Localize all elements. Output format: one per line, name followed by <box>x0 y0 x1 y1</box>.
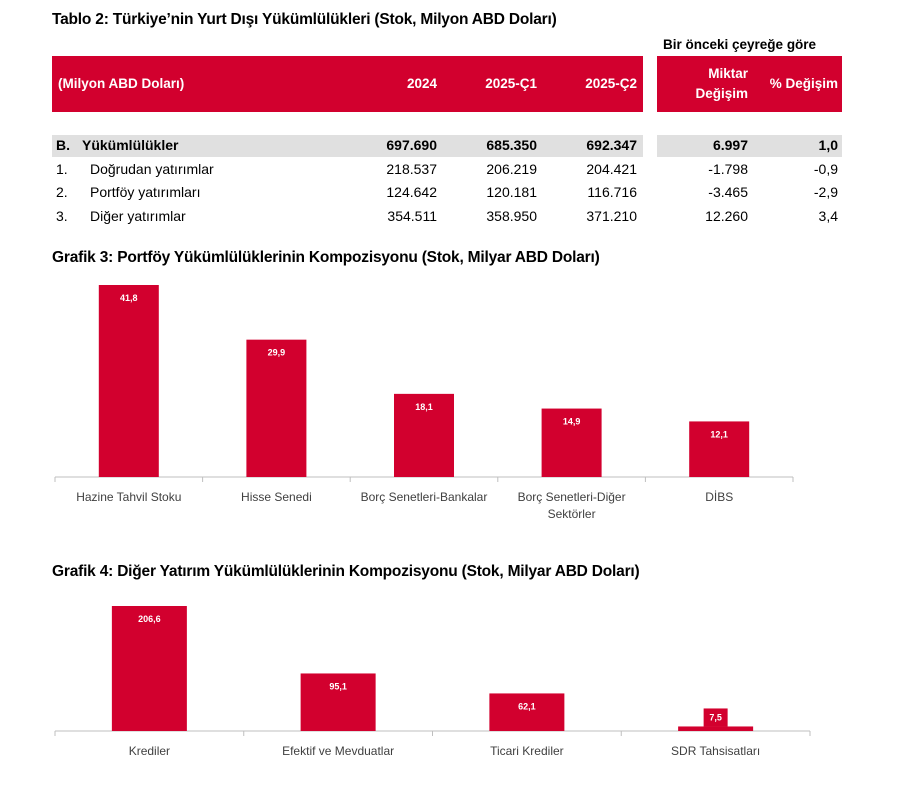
value-label: 41,8 <box>120 293 138 303</box>
row-value: 204.421 <box>586 161 637 177</box>
value-label: 7,5 <box>709 712 722 722</box>
category-label: Hisse Senedi <box>241 490 312 504</box>
value-label: 206,6 <box>138 614 161 624</box>
value-label: 62,1 <box>518 701 536 711</box>
bar <box>300 673 376 731</box>
bar <box>489 693 565 731</box>
chart3-title: Grafik 3: Portföy Yükümlülüklerinin Komp… <box>52 249 600 266</box>
bar <box>678 726 754 731</box>
category-label: DİBS <box>705 490 733 504</box>
row-label: Diğer yatırımlar <box>90 208 186 224</box>
bar <box>689 421 750 477</box>
header-percent: % Değişim <box>769 76 838 91</box>
row-number: 3. <box>56 208 68 224</box>
category-label: Borç Senetleri-Bankalar <box>361 490 488 504</box>
header-2024: 2024 <box>406 76 437 91</box>
row-value: 697.690 <box>386 137 437 153</box>
row-label: Doğrudan yatırımlar <box>90 161 214 177</box>
category-label: SDR Tahsisatları <box>671 744 760 758</box>
row-value: 218.537 <box>386 161 437 177</box>
value-label: 14,9 <box>563 417 581 427</box>
value-label: 12,1 <box>710 429 728 439</box>
header-2025-q2: 2025-Ç2 <box>585 76 637 91</box>
row-number: 2. <box>56 184 68 200</box>
bar <box>541 408 602 477</box>
row-value: 206.219 <box>486 161 537 177</box>
chart4-title: Grafik 4: Diğer Yatırım Yükümlülüklerini… <box>52 563 640 580</box>
header-unit: (Milyon ABD Doları) <box>58 76 185 91</box>
row-value: 358.950 <box>486 208 537 224</box>
header-miktar-line1: Miktar <box>708 66 748 81</box>
row-value: -0,9 <box>813 161 838 177</box>
row-value: 124.642 <box>386 184 437 200</box>
row-value: -3.465 <box>708 184 748 200</box>
group-header: Bir önceki çeyreğe göre <box>663 37 817 52</box>
row-value: -2,9 <box>813 184 838 200</box>
header-miktar: Miktar Değişim <box>648 64 748 104</box>
table-title: Tablo 2: Türkiye’nin Yurt Dışı Yükümlülü… <box>52 11 557 28</box>
row-value: 12.260 <box>705 208 748 224</box>
row-value: 120.181 <box>486 184 537 200</box>
highlight-row-band <box>52 135 643 157</box>
highlight-row-band-change <box>657 135 842 157</box>
row-label: Portföy yatırımları <box>90 184 201 200</box>
row-label: Yükümlülükler <box>82 137 179 153</box>
value-label: 29,9 <box>268 348 286 358</box>
value-label-box <box>703 708 728 727</box>
change-header-band <box>657 56 842 112</box>
bar <box>111 606 187 731</box>
category-label: Efektif ve Mevduatlar <box>282 744 394 758</box>
row-value: 371.210 <box>586 208 637 224</box>
row-value: 354.511 <box>387 208 437 224</box>
row-value: 116.716 <box>587 184 637 200</box>
row-value: 685.350 <box>486 137 537 153</box>
bar <box>98 285 159 477</box>
chart3: 41,8 Hazine Tahvil Stoku 29,9 Hisse Senedi 1… <box>54 285 794 521</box>
category-label: Sektörler <box>548 507 596 521</box>
row-number: 1. <box>56 161 68 177</box>
row-number: B. <box>56 137 70 153</box>
value-label: 18,1 <box>415 402 433 412</box>
table-header-band <box>52 56 643 112</box>
row-value: 6.997 <box>712 137 748 153</box>
bar <box>246 339 307 477</box>
header-miktar-line2: Değişim <box>695 86 748 101</box>
header-2025-q1: 2025-Ç1 <box>485 76 537 91</box>
row-value: 3,4 <box>818 208 838 224</box>
bar <box>394 393 454 477</box>
value-label: 95,1 <box>329 681 347 691</box>
row-value: 1,0 <box>818 137 838 153</box>
row-value: 692.347 <box>586 137 637 153</box>
category-label: Hazine Tahvil Stoku <box>76 490 181 504</box>
row-value: -1.798 <box>708 161 748 177</box>
category-label: Krediler <box>129 744 170 758</box>
category-label: Borç Senetleri-Diğer <box>518 490 626 504</box>
category-label: Ticari Krediler <box>490 744 564 758</box>
chart4: 206,6 Krediler 95,1 Efektif ve Mevduatlar 62… <box>54 606 811 758</box>
